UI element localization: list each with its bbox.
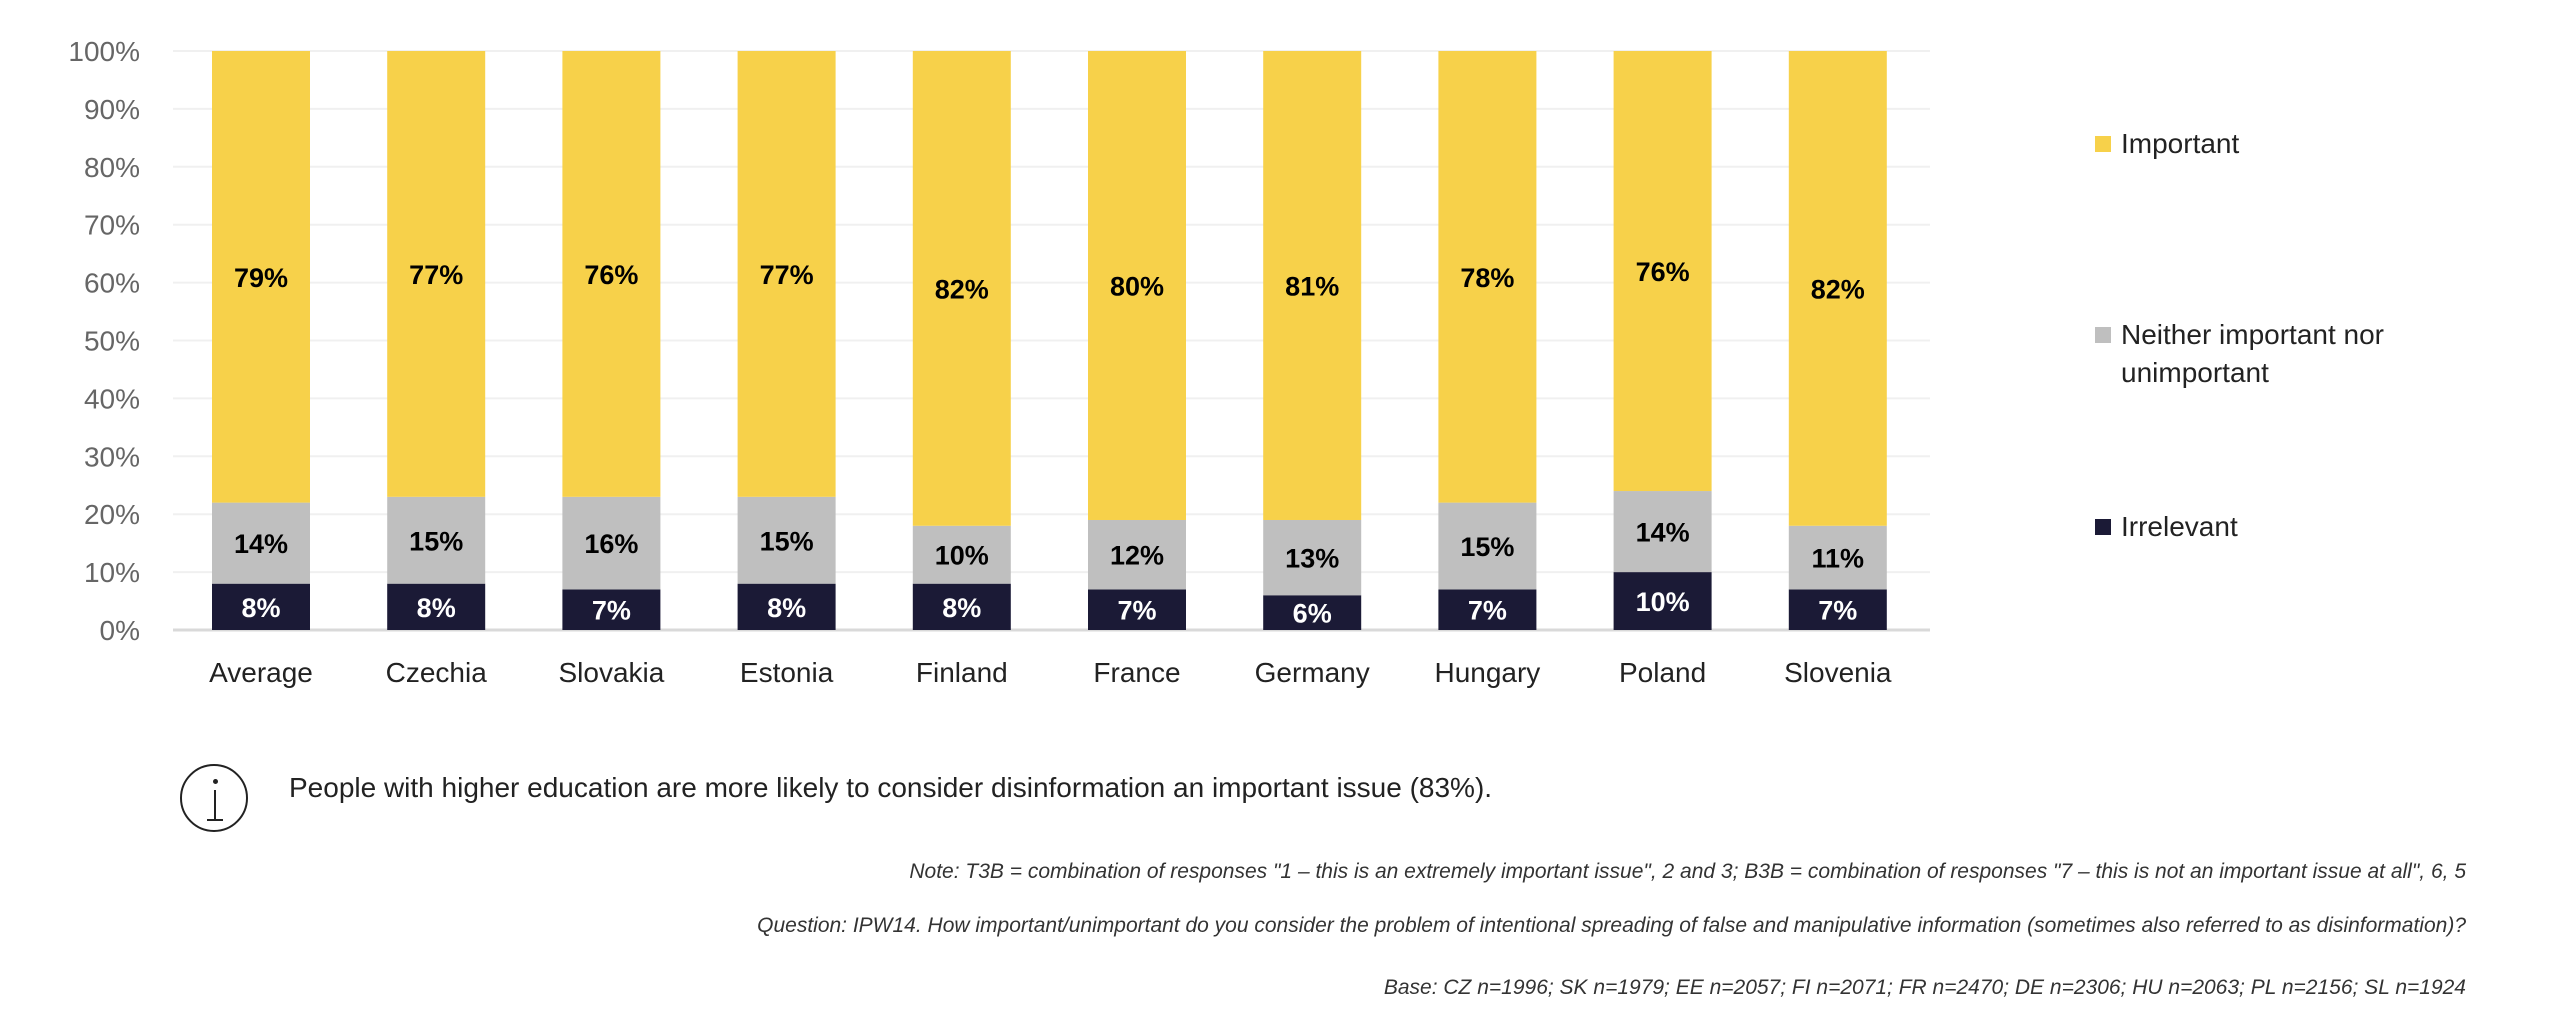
data-label: 7% xyxy=(1117,596,1156,626)
bar-segment-important xyxy=(1088,51,1186,520)
bar-segment-irrelevant xyxy=(1263,595,1362,630)
data-label: 76% xyxy=(584,260,638,290)
y-tick-label: 80% xyxy=(84,152,140,183)
x-tick-label: Estonia xyxy=(740,657,834,688)
bar-segment-neither-important-nor-unimportant xyxy=(1088,519,1186,590)
data-label: 7% xyxy=(592,596,631,626)
legend-swatch-important xyxy=(2095,136,2111,152)
bar-segment-neither-important-nor-unimportant xyxy=(912,525,1011,584)
data-label: 7% xyxy=(1818,596,1857,626)
data-label: 15% xyxy=(409,526,463,556)
bar-segment-irrelevant xyxy=(912,583,1011,630)
y-tick-label: 0% xyxy=(100,615,140,646)
data-label: 7% xyxy=(1468,596,1507,626)
x-tick-label: Finland xyxy=(916,657,1008,688)
x-tick-label: France xyxy=(1093,657,1180,688)
bar-segment-irrelevant xyxy=(387,583,486,630)
data-label: 15% xyxy=(760,526,814,556)
data-label: 8% xyxy=(767,593,806,623)
bar-segment-irrelevant xyxy=(737,583,836,630)
data-label: 13% xyxy=(1285,544,1339,574)
data-label: 14% xyxy=(234,529,288,559)
bar-segment-irrelevant xyxy=(1788,589,1887,630)
data-label: 10% xyxy=(1636,587,1690,617)
base-text: Base: CZ n=1996; SK n=1979; EE n=2057; F… xyxy=(1383,976,2466,999)
x-tick-label: Germany xyxy=(1255,657,1370,688)
info-text: People with higher education are more li… xyxy=(289,772,1493,803)
data-label: 82% xyxy=(935,274,989,304)
data-label: 6% xyxy=(1293,599,1332,629)
bar-segment-important xyxy=(1263,51,1362,520)
y-tick-label: 30% xyxy=(84,441,140,472)
x-tick-label: Slovenia xyxy=(1784,657,1892,688)
stacked-bar-chart: 0% 10% 20% 30% 40% 50% 60% 70% 80% 90% 100% 8% 14% 79… xyxy=(68,36,1930,688)
x-tick-label: Average xyxy=(209,657,313,688)
bar-segment-irrelevant xyxy=(212,583,310,630)
legend-label: Important xyxy=(2121,128,2240,159)
bar-segment-important xyxy=(737,51,836,497)
legend-item-important: Important xyxy=(2095,125,2239,163)
y-tick-label: 100% xyxy=(68,36,140,67)
bar-segment-important xyxy=(1613,51,1712,492)
bar-segment-irrelevant xyxy=(1088,589,1186,630)
data-label: 15% xyxy=(1460,532,1514,562)
data-label: 79% xyxy=(234,263,288,293)
data-label: 10% xyxy=(935,541,989,571)
y-tick-label: 10% xyxy=(84,557,140,588)
bar-segment-neither-important-nor-unimportant xyxy=(737,496,836,584)
note-text: Note: T3B = combination of responses "1 … xyxy=(909,860,2466,883)
bar-segment-neither-important-nor-unimportant xyxy=(562,496,661,590)
data-label: 82% xyxy=(1811,274,1865,304)
bar-segment-important xyxy=(1788,51,1887,526)
bar-segment-important xyxy=(562,51,661,497)
data-label: 11% xyxy=(1812,544,1865,574)
y-tick-label: 90% xyxy=(84,94,140,125)
data-label: 16% xyxy=(584,529,638,559)
y-tick-label: 70% xyxy=(84,210,140,241)
legend-item-neither: Neither important nor unimportant xyxy=(2095,316,2384,392)
x-tick-label: Slovakia xyxy=(558,657,664,688)
y-tick-label: 40% xyxy=(84,383,140,414)
x-tick-label: Poland xyxy=(1619,657,1706,688)
bar-segment-irrelevant xyxy=(562,589,661,630)
bar-segment-important xyxy=(1438,51,1537,503)
legend-item-irrelevant: Irrelevant xyxy=(2095,508,2238,546)
bar-segment-neither-important-nor-unimportant xyxy=(1263,519,1362,596)
data-label: 78% xyxy=(1460,263,1514,293)
data-label: 8% xyxy=(417,593,456,623)
bar-segment-important xyxy=(387,51,486,497)
data-label: 14% xyxy=(1636,518,1690,548)
bar-segment-neither-important-nor-unimportant xyxy=(212,502,310,584)
bar-segment-neither-important-nor-unimportant xyxy=(1438,502,1537,590)
x-tick-label: Czechia xyxy=(386,657,488,688)
y-tick-label: 50% xyxy=(84,326,140,357)
data-label: 12% xyxy=(1110,541,1164,571)
bar-segment-irrelevant xyxy=(1438,589,1537,630)
bar-segment-important xyxy=(912,51,1011,526)
bar-segment-irrelevant xyxy=(1613,572,1712,630)
y-tick-label: 60% xyxy=(84,268,140,299)
bar-segment-neither-important-nor-unimportant xyxy=(1613,491,1712,573)
data-label: 8% xyxy=(241,593,280,623)
data-label: 81% xyxy=(1285,271,1339,301)
data-label: 77% xyxy=(760,260,814,290)
bar-segment-neither-important-nor-unimportant xyxy=(1788,525,1887,590)
bar-segment-important xyxy=(212,51,310,503)
x-tick-label: Hungary xyxy=(1434,657,1540,688)
data-label: 80% xyxy=(1110,271,1164,301)
data-label: 76% xyxy=(1636,257,1690,287)
info-icon xyxy=(180,764,248,832)
legend-swatch-neither xyxy=(2095,327,2111,343)
y-tick-label: 20% xyxy=(84,499,140,530)
question-text: Question: IPW14. How important/unimporta… xyxy=(757,914,2466,937)
data-label: 8% xyxy=(942,593,981,623)
legend-label: Irrelevant xyxy=(2121,511,2238,542)
legend-label: Neither important nor unimportant xyxy=(2121,319,2385,388)
bar-segment-neither-important-nor-unimportant xyxy=(387,496,486,584)
data-label: 77% xyxy=(409,260,463,290)
legend-swatch-irrelevant xyxy=(2095,519,2111,535)
